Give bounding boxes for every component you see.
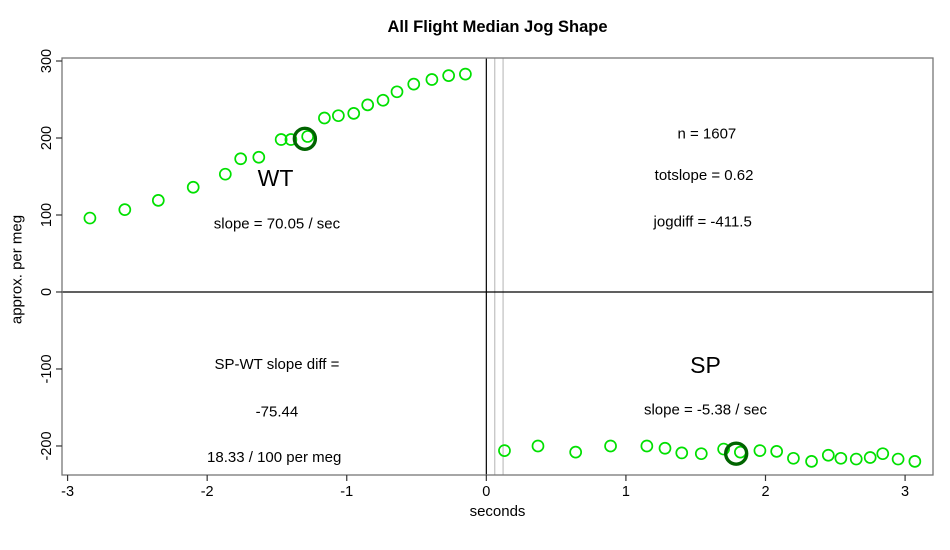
- y-tick-label: 200: [39, 126, 55, 150]
- y-tick-label: 100: [39, 203, 55, 227]
- y-tick-label: 300: [39, 49, 55, 73]
- chart-title: All Flight Median Jog Shape: [387, 18, 608, 36]
- data-point-wt: [442, 69, 455, 82]
- data-point-sp: [604, 439, 617, 453]
- data-point-wt: [83, 211, 97, 225]
- data-point-sp: [787, 451, 800, 465]
- data-point-wt: [332, 109, 345, 123]
- x-tick-label: 0: [482, 484, 490, 500]
- x-tick-label: -1: [340, 484, 353, 500]
- data-point-wt: [218, 167, 232, 181]
- data-point-sp: [834, 451, 848, 465]
- data-point-sp: [675, 446, 689, 460]
- x-tick-label: -2: [201, 484, 214, 500]
- data-point-wt: [186, 180, 200, 194]
- annotation-text: totslope = 0.62: [655, 167, 754, 184]
- y-tick-label: -100: [39, 354, 55, 383]
- annotation-text: SP: [690, 352, 721, 378]
- x-tick-label: 3: [901, 484, 909, 500]
- annotation-text: jogdiff = -411.5: [653, 213, 752, 230]
- data-point-sp: [805, 455, 818, 468]
- data-point-wt: [284, 133, 298, 146]
- data-point-sp: [891, 452, 905, 466]
- data-point-sp: [531, 439, 545, 453]
- annotation-text: WT: [258, 165, 294, 191]
- data-point-sp: [770, 445, 784, 458]
- data-point-sp: [849, 452, 863, 466]
- annotation-text: SP-WT slope diff =: [214, 356, 339, 373]
- annotation-text: -75.44: [256, 404, 299, 421]
- data-point-sp: [658, 441, 672, 455]
- x-tick-label: 1: [622, 484, 630, 500]
- data-point-sp: [821, 448, 835, 462]
- data-point-wt: [425, 73, 439, 86]
- annotation-text: slope = -5.38 / sec: [644, 401, 767, 418]
- data-point-sp: [876, 447, 890, 461]
- data-point-wt: [376, 93, 390, 107]
- highlight-ring-sp: [723, 441, 749, 466]
- data-point-wt: [361, 98, 375, 112]
- x-tick-label: -3: [61, 484, 74, 500]
- data-point-wt: [318, 111, 331, 125]
- data-point-wt: [347, 107, 361, 120]
- highlight-ring-wt: [292, 126, 318, 151]
- data-point-sp: [569, 445, 583, 459]
- x-tick-label: 2: [761, 484, 769, 500]
- y-tick-label: 0: [39, 288, 55, 296]
- data-point-wt: [151, 194, 165, 207]
- data-point-wt: [234, 152, 248, 166]
- data-point-wt: [459, 67, 472, 81]
- data-point-sp: [753, 444, 767, 457]
- data-point-sp: [640, 439, 654, 453]
- y-tick-label: -200: [39, 431, 55, 460]
- annotation-text: slope = 70.05 / sec: [214, 216, 341, 233]
- data-point-wt: [301, 130, 315, 143]
- data-point-wt: [407, 77, 421, 91]
- annotation-text: n = 1607: [677, 126, 736, 143]
- data-point-wt: [252, 150, 266, 164]
- data-point-sp: [694, 447, 708, 461]
- data-point-wt: [118, 203, 132, 216]
- x-axis-label: seconds: [469, 503, 526, 520]
- data-point-sp: [863, 451, 877, 464]
- data-point-sp: [717, 442, 730, 456]
- data-point-sp: [498, 444, 511, 457]
- data-point-sp: [908, 455, 922, 468]
- annotation-text: 18.33 / 100 per meg: [207, 449, 341, 466]
- data-point-wt: [274, 133, 288, 146]
- data-point-wt: [390, 85, 404, 99]
- plot-box: [61, 57, 934, 476]
- y-axis-label: approx. per meg: [8, 214, 26, 325]
